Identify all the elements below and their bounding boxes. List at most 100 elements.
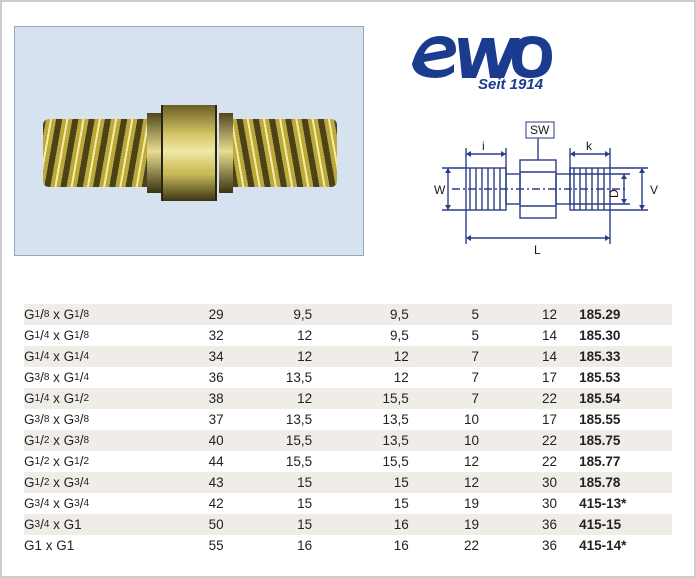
table-row: G3/8 x G1/43613,512717185.53: [24, 367, 672, 388]
dim-label-sw: SW: [530, 123, 550, 137]
product-photo: [14, 26, 364, 256]
cell-L: 40: [173, 430, 252, 451]
cell-thread: G1/4 x G1/2: [24, 388, 173, 409]
cell-D: 10: [433, 409, 507, 430]
table-row: G1/2 x G3/84015,513,51022185.75: [24, 430, 672, 451]
cell-thread: G1/2 x G3/8: [24, 430, 173, 451]
cell-k: 16: [342, 535, 433, 556]
cell-i: 13,5: [252, 367, 343, 388]
cell-k: 15: [342, 493, 433, 514]
cell-SW: 17: [507, 409, 579, 430]
cell-i: 16: [252, 535, 343, 556]
dim-label-w: W: [434, 183, 446, 197]
dim-label-d: D: [607, 189, 621, 198]
cell-SW: 14: [507, 346, 579, 367]
cell-L: 36: [173, 367, 252, 388]
cell-article: 185.55: [579, 409, 672, 430]
cell-SW: 36: [507, 535, 579, 556]
cell-article: 185.30: [579, 325, 672, 346]
cell-thread: G1/4 x G1/4: [24, 346, 173, 367]
cell-article: 185.54: [579, 388, 672, 409]
cell-SW: 22: [507, 430, 579, 451]
dim-label-i: i: [482, 139, 485, 153]
cell-k: 9,5: [342, 304, 433, 325]
cell-thread: G1/8 x G1/8: [24, 304, 173, 325]
table-row: G3/4 x G3/44215151930415-13*: [24, 493, 672, 514]
cell-D: 12: [433, 451, 507, 472]
cell-thread: G1/2 x G3/4: [24, 472, 173, 493]
cell-SW: 14: [507, 325, 579, 346]
cell-SW: 17: [507, 367, 579, 388]
cell-article: 185.78: [579, 472, 672, 493]
cell-article: 415-15: [579, 514, 672, 535]
cell-thread: G1/2 x G1/2: [24, 451, 173, 472]
cell-D: 10: [433, 430, 507, 451]
cell-article: 185.33: [579, 346, 672, 367]
cell-L: 37: [173, 409, 252, 430]
cell-L: 43: [173, 472, 252, 493]
cell-i: 15,5: [252, 430, 343, 451]
cell-L: 38: [173, 388, 252, 409]
cell-k: 13,5: [342, 430, 433, 451]
cell-L: 34: [173, 346, 252, 367]
cell-SW: 36: [507, 514, 579, 535]
cell-D: 19: [433, 493, 507, 514]
ewo-logo-svg: [412, 28, 552, 80]
cell-k: 15,5: [342, 451, 433, 472]
cell-i: 13,5: [252, 409, 343, 430]
cell-SW: 30: [507, 472, 579, 493]
table-row: G1 x G15516162236415-14*: [24, 535, 672, 556]
cell-k: 9,5: [342, 325, 433, 346]
cell-thread: G3/4 x G3/4: [24, 493, 173, 514]
cell-D: 5: [433, 325, 507, 346]
cell-L: 50: [173, 514, 252, 535]
cell-D: 7: [433, 367, 507, 388]
cell-i: 9,5: [252, 304, 343, 325]
cell-k: 15: [342, 472, 433, 493]
cell-SW: 22: [507, 451, 579, 472]
cell-thread: G1/4 x G1/8: [24, 325, 173, 346]
table-row: G1/2 x G3/44315151230185.78: [24, 472, 672, 493]
dim-label-k: k: [586, 139, 593, 153]
cell-D: 12: [433, 472, 507, 493]
cell-i: 15: [252, 472, 343, 493]
shoulder-right: [219, 113, 233, 193]
cell-i: 12: [252, 388, 343, 409]
cell-article: 185.53: [579, 367, 672, 388]
table-row: G3/4 x G15015161936415-15: [24, 514, 672, 535]
cell-L: 55: [173, 535, 252, 556]
cell-k: 13,5: [342, 409, 433, 430]
cell-SW: 22: [507, 388, 579, 409]
cell-D: 5: [433, 304, 507, 325]
cell-article: 185.75: [579, 430, 672, 451]
cell-article: 185.77: [579, 451, 672, 472]
cell-k: 15,5: [342, 388, 433, 409]
cell-L: 42: [173, 493, 252, 514]
cell-thread: G1 x G1: [24, 535, 173, 556]
table-row: G1/4 x G1/832129,5514185.30: [24, 325, 672, 346]
cell-thread: G3/8 x G1/4: [24, 367, 173, 388]
top-section: Seit 1914: [2, 2, 694, 290]
cell-k: 12: [342, 367, 433, 388]
shoulder-left: [147, 113, 161, 193]
cell-i: 15,5: [252, 451, 343, 472]
brand-tagline: Seit 1914: [478, 76, 552, 93]
cell-L: 29: [173, 304, 252, 325]
cell-i: 12: [252, 325, 343, 346]
hex-nut: [161, 105, 217, 201]
cell-D: 22: [433, 535, 507, 556]
cell-i: 12: [252, 346, 343, 367]
cell-i: 15: [252, 493, 343, 514]
thread-left: [43, 119, 161, 187]
table-row: G1/4 x G1/4341212714185.33: [24, 346, 672, 367]
fitting: [41, 105, 339, 201]
cell-article: 185.29: [579, 304, 672, 325]
cell-thread: G3/8 x G3/8: [24, 409, 173, 430]
brand-logo: Seit 1914: [412, 28, 552, 93]
dim-label-v: V: [650, 183, 658, 197]
cell-thread: G3/4 x G1: [24, 514, 173, 535]
cell-D: 7: [433, 346, 507, 367]
dim-label-l: L: [534, 243, 541, 257]
cell-L: 44: [173, 451, 252, 472]
spec-table: G1/8 x G1/8299,59,5512185.29G1/4 x G1/83…: [24, 304, 672, 556]
